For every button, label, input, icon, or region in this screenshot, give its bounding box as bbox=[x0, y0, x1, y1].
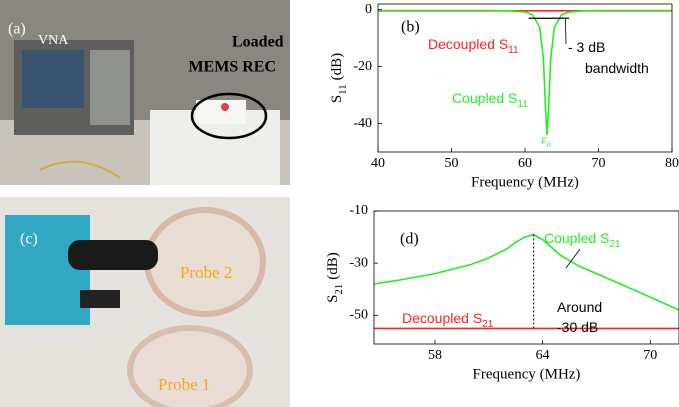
x-tick-label: 40 bbox=[371, 156, 385, 171]
annotation-sub: 11 bbox=[508, 45, 519, 56]
leader bbox=[565, 18, 567, 45]
annotation-text: F bbox=[541, 136, 547, 146]
annotation-text: - 3 dB bbox=[568, 39, 605, 55]
y-axis-label-text: S bbox=[325, 294, 341, 302]
x-axis-label: Frequency (MHz) bbox=[471, 174, 579, 190]
x-tick-label: 64 bbox=[536, 348, 550, 363]
series-line bbox=[374, 233, 679, 311]
panel-label: (d) bbox=[400, 231, 419, 248]
y-axis-label: S21 (dB) bbox=[325, 252, 345, 303]
photo-a bbox=[0, 0, 290, 185]
y-tick-label: 0 bbox=[365, 2, 372, 17]
annotation-sub: 21 bbox=[482, 319, 494, 330]
annotation: Around bbox=[557, 299, 602, 315]
annotation: Coupled S21 bbox=[544, 230, 621, 250]
annotation-text: Decoupled S bbox=[428, 36, 508, 52]
x-tick-label: 50 bbox=[445, 156, 459, 171]
plot-frame bbox=[373, 210, 679, 345]
plot-frame bbox=[377, 3, 673, 153]
x-axis-label: Frequency (MHz) bbox=[473, 366, 581, 382]
photo-text: Probe 1 bbox=[158, 375, 210, 394]
annotation-text: -30 dB bbox=[557, 319, 598, 335]
annotation: Decoupled S11 bbox=[428, 36, 519, 56]
x-tick-label: 80 bbox=[665, 156, 679, 171]
y-tick-label: -50 bbox=[349, 308, 368, 323]
annotation: - 3 dB bbox=[568, 39, 605, 55]
panel-label: (c) bbox=[20, 231, 38, 248]
photo-c bbox=[0, 197, 290, 407]
annotation: F0 bbox=[541, 136, 551, 149]
series-line bbox=[378, 9, 672, 135]
annotation-text: Coupled S bbox=[452, 90, 517, 106]
annotation: bandwidth bbox=[585, 60, 649, 76]
photo-text: VNA bbox=[38, 33, 69, 48]
x-tick-label: 70 bbox=[643, 348, 657, 363]
photo-text: Loaded bbox=[232, 34, 284, 51]
annotation-text: Decoupled S bbox=[402, 310, 482, 326]
annotation: Coupled S11 bbox=[452, 90, 528, 110]
y-axis-label: S11 (dB) bbox=[329, 53, 349, 103]
y-tick-label: -10 bbox=[349, 203, 368, 218]
y-tick-label: -20 bbox=[353, 59, 372, 74]
photo-text: Probe 2 bbox=[180, 263, 232, 282]
annotation: Decoupled S21 bbox=[402, 310, 494, 330]
y-axis-label-unit: (dB) bbox=[329, 53, 345, 81]
leader bbox=[565, 248, 581, 269]
y-tick-label: -30 bbox=[349, 255, 368, 270]
y-axis-label-unit: (dB) bbox=[325, 252, 341, 280]
annotation-sub: 11 bbox=[517, 99, 528, 110]
annotation-text: Coupled S bbox=[544, 230, 609, 246]
annotation-text: Around bbox=[557, 299, 602, 315]
x-tick-label: 60 bbox=[518, 156, 532, 171]
annotation: -30 dB bbox=[557, 319, 598, 335]
x-tick-label: 70 bbox=[592, 156, 606, 171]
annotation-sub: 21 bbox=[609, 239, 621, 250]
y-axis-label-text: S bbox=[329, 95, 345, 103]
plot-area bbox=[378, 9, 672, 135]
annotation-text: bandwidth bbox=[585, 60, 649, 76]
x-tick-label: 58 bbox=[428, 348, 442, 363]
y-tick-label: -40 bbox=[353, 116, 372, 131]
panel-label: (b) bbox=[401, 19, 420, 36]
y-axis-label-sub: 21 bbox=[333, 284, 345, 295]
y-axis-label-sub: 11 bbox=[337, 84, 349, 94]
photo-text: MEMS REC bbox=[188, 59, 276, 76]
annotation-sub: 0 bbox=[547, 142, 551, 149]
panel-label: (a) bbox=[8, 21, 26, 38]
